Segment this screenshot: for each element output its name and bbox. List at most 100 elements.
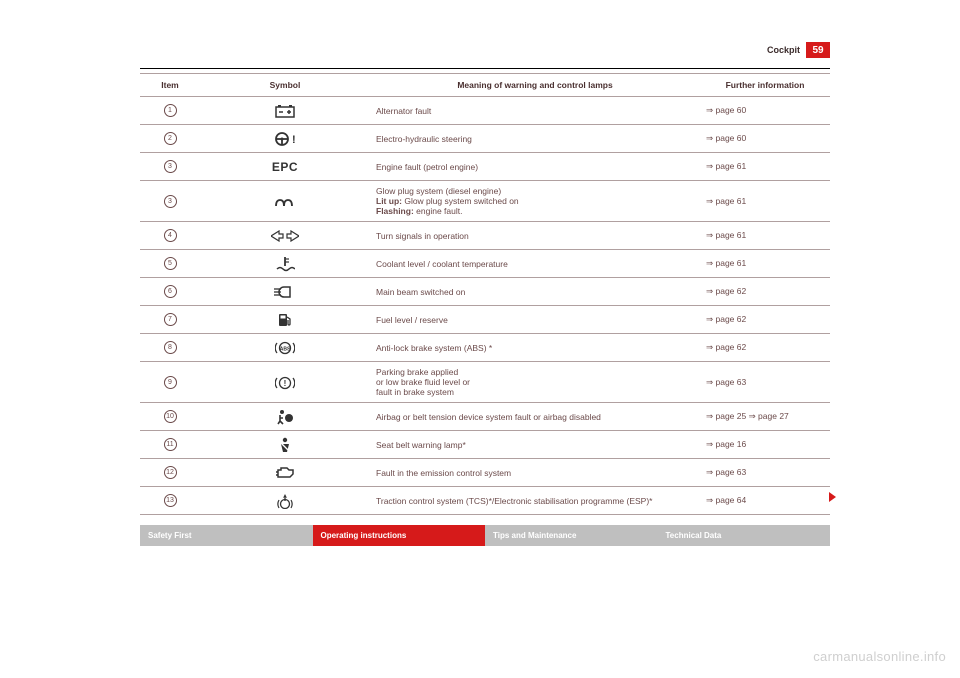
symbol-cell: !: [200, 362, 370, 403]
svg-text:!: !: [292, 134, 296, 146]
battery-icon: [275, 104, 295, 118]
item-cell: 12: [140, 459, 200, 487]
col-header-meaning: Meaning of warning and control lamps: [370, 74, 700, 97]
further-cell: ⇒ page 62: [700, 278, 830, 306]
symbol-cell: [200, 306, 370, 334]
tcs-icon: [276, 493, 294, 509]
item-cell: 10: [140, 403, 200, 431]
table-row: 11 Seat belt warning lamp* ⇒ page 16: [140, 431, 830, 459]
further-cell: ⇒ page 61: [700, 250, 830, 278]
col-header-symbol: Symbol: [200, 74, 370, 97]
item-cell: 3: [140, 181, 200, 222]
item-cell: 4: [140, 222, 200, 250]
table-row: 3 Glow plug system (diesel engine)Lit up…: [140, 181, 830, 222]
meaning-cell: Coolant level / coolant temperature: [370, 250, 700, 278]
table-row: 6 Main beam switched on ⇒ page 62: [140, 278, 830, 306]
further-cell: ⇒ page 63: [700, 459, 830, 487]
item-cell: 6: [140, 278, 200, 306]
item-number-badge: 10: [164, 410, 177, 423]
item-number-badge: 2: [164, 132, 177, 145]
steering-icon: !: [274, 131, 296, 147]
symbol-cell: [200, 181, 370, 222]
item-number-badge: 3: [164, 195, 177, 208]
further-cell: ⇒ page 62: [700, 334, 830, 362]
meaning-cell: Parking brake appliedor low brake fluid …: [370, 362, 700, 403]
item-number-badge: 13: [164, 494, 177, 507]
table-row: 7 Fuel level / reserve ⇒ page 62: [140, 306, 830, 334]
table-row: 3 EPC Engine fault (petrol engine) ⇒ pag…: [140, 153, 830, 181]
further-cell: ⇒ page 62: [700, 306, 830, 334]
further-cell: ⇒ page 60: [700, 97, 830, 125]
item-cell: 5: [140, 250, 200, 278]
item-cell: 8: [140, 334, 200, 362]
symbol-cell: [200, 459, 370, 487]
meaning-cell: Fuel level / reserve: [370, 306, 700, 334]
turn-signals-icon: [271, 230, 299, 242]
item-cell: 9: [140, 362, 200, 403]
table-row: 5 Coolant level / coolant temperature ⇒ …: [140, 250, 830, 278]
meaning-cell: Fault in the emission control system: [370, 459, 700, 487]
symbol-cell: !: [200, 125, 370, 153]
item-number-badge: 9: [164, 376, 177, 389]
item-cell: 2: [140, 125, 200, 153]
symbol-cell: [200, 97, 370, 125]
meaning-cell: Engine fault (petrol engine): [370, 153, 700, 181]
item-number-badge: 11: [164, 438, 177, 451]
item-number-badge: 5: [164, 257, 177, 270]
fuel-icon: [277, 312, 293, 328]
brake-icon: !: [275, 376, 295, 390]
symbol-cell: [200, 403, 370, 431]
section-title: Cockpit: [767, 45, 800, 55]
page-number: 59: [806, 42, 830, 58]
meaning-cell: Electro-hydraulic steering: [370, 125, 700, 153]
col-header-further: Further information: [700, 74, 830, 97]
symbol-cell: ABS: [200, 334, 370, 362]
header-rule: [140, 68, 830, 69]
further-cell: ⇒ page 64: [700, 487, 830, 515]
table-row: 9 ! Parking brake appliedor low brake fl…: [140, 362, 830, 403]
main-beam-icon: [274, 286, 296, 298]
glow-plug-icon: [274, 196, 296, 208]
item-number-badge: 3: [164, 160, 177, 173]
item-cell: 7: [140, 306, 200, 334]
footer-tab-operating: Operating instructions: [313, 525, 486, 546]
item-cell: 1: [140, 97, 200, 125]
page-content: Cockpit 59 Item Symbol Meaning of warnin…: [140, 60, 830, 546]
table-row: 8 ABS Anti-lock brake system (ABS) * ⇒ p…: [140, 334, 830, 362]
seatbelt-icon: [278, 437, 292, 453]
item-number-badge: 7: [164, 313, 177, 326]
watermark-text: carmanualsonline.info: [813, 649, 946, 664]
meaning-cell: Turn signals in operation: [370, 222, 700, 250]
further-cell: ⇒ page 61: [700, 181, 830, 222]
footer-tabs: Safety First Operating instructions Tips…: [140, 525, 830, 546]
table-header-row: Item Symbol Meaning of warning and contr…: [140, 74, 830, 97]
further-cell: ⇒ page 63: [700, 362, 830, 403]
col-header-item: Item: [140, 74, 200, 97]
table-row: 12 Fault in the emission control system …: [140, 459, 830, 487]
meaning-cell: Main beam switched on: [370, 278, 700, 306]
item-cell: 3: [140, 153, 200, 181]
coolant-icon: [275, 256, 295, 272]
continue-arrow-icon: [829, 492, 836, 502]
footer-tab-technical: Technical Data: [658, 525, 831, 546]
symbol-cell: [200, 278, 370, 306]
further-cell: ⇒ page 61: [700, 222, 830, 250]
meaning-cell: Seat belt warning lamp*: [370, 431, 700, 459]
table-row: 10 Airbag or belt tension device system …: [140, 403, 830, 431]
symbol-cell: [200, 487, 370, 515]
emission-icon: [275, 466, 295, 480]
symbol-cell: [200, 431, 370, 459]
svg-text:ABS: ABS: [280, 347, 291, 353]
meaning-cell: Airbag or belt tension device system fau…: [370, 403, 700, 431]
item-cell: 11: [140, 431, 200, 459]
svg-text:!: !: [284, 379, 287, 388]
page-header: Cockpit 59: [140, 42, 830, 58]
further-cell: ⇒ page 16: [700, 431, 830, 459]
item-cell: 13: [140, 487, 200, 515]
further-cell: ⇒ page 61: [700, 153, 830, 181]
item-number-badge: 8: [164, 341, 177, 354]
item-number-badge: 4: [164, 229, 177, 242]
item-number-badge: 1: [164, 104, 177, 117]
symbol-cell: [200, 222, 370, 250]
table-row: 13 Traction control system (TCS)*/Electr…: [140, 487, 830, 515]
